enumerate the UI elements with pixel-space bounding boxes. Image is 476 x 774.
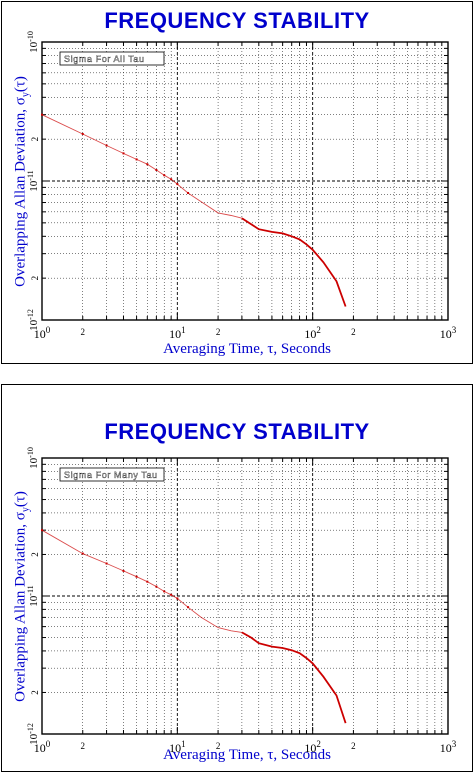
legend-box: [59, 51, 165, 66]
chart-panel-many-tau: FREQUENCY STABILITY 100 101 102 103 2 2 2 10-12…: [1, 384, 473, 772]
x-tick-label: 102: [304, 739, 321, 755]
y-axis-label: Overlapping Allan Deviation, σy(τ): [12, 491, 32, 702]
x-tick-label: 103: [440, 325, 457, 341]
legend: Sigma For All Tau: [59, 51, 165, 66]
legend-box: [59, 467, 165, 482]
data-point: [41, 529, 43, 532]
data-point: [146, 580, 149, 583]
y-axis-label: Overlapping Allan Deviation, σy(τ): [12, 76, 32, 287]
data-point: [135, 158, 138, 161]
data-point: [41, 113, 43, 116]
data-point: [135, 575, 138, 578]
plot-frame: [41, 41, 449, 321]
series-line: [41, 529, 242, 633]
x-tick-label: 101: [169, 739, 186, 755]
y-tick-label: 10-10: [26, 447, 40, 469]
data-point: [146, 163, 149, 166]
series-points: [41, 529, 190, 609]
y-tick-label: 10-11: [26, 170, 40, 191]
allan-deviation-plot: 100 101 102 103 2 2 2 10-12 10-11 10-10 2 2 Sigma Fo…: [26, 31, 457, 341]
data-point: [155, 168, 158, 171]
data-point: [122, 569, 125, 572]
y-minor-tick-label: 2: [30, 552, 40, 557]
x-tick-label: 101: [169, 325, 186, 341]
data-point: [105, 144, 108, 147]
y-minor-tick-label: 2: [30, 137, 40, 142]
legend: Sigma For Many Tau: [59, 467, 165, 482]
data-point: [81, 552, 84, 555]
chart-title: FREQUENCY STABILITY: [104, 8, 370, 33]
x-tick-label: 100: [34, 739, 51, 755]
legend-label: Sigma For All Tau: [64, 54, 145, 64]
data-point: [163, 590, 166, 593]
x-tick-label: 102: [304, 325, 321, 341]
x-minor-tick-label: 2: [351, 741, 356, 751]
series-line: [241, 631, 347, 724]
y-minor-tick-label: 2: [30, 276, 40, 281]
data-point: [105, 562, 108, 565]
x-minor-tick-label: 2: [80, 327, 85, 337]
data-point: [81, 132, 84, 135]
x-minor-tick-label: 2: [216, 327, 221, 337]
x-minor-tick-label: 2: [216, 741, 221, 751]
y-tick-label: 10-10: [26, 31, 40, 53]
x-axis-label: Averaging Time, τ, Seconds: [163, 341, 331, 357]
chart-panel-all-tau: FREQUENCY STABILITY 100 101 102 103 2 2 2 10-12…: [1, 1, 473, 364]
series-points: [41, 113, 190, 194]
y-tick-label: 10-11: [26, 585, 40, 606]
data-point: [170, 178, 173, 181]
chart-title: FREQUENCY STABILITY: [104, 419, 370, 444]
data-point: [170, 593, 173, 596]
x-tick-label: 103: [440, 739, 457, 755]
data-point: [163, 174, 166, 177]
x-minor-tick-label: 2: [80, 741, 85, 751]
series-line: [241, 217, 347, 307]
plot-frame: [41, 457, 449, 735]
data-point: [187, 191, 190, 194]
data-point: [155, 585, 158, 588]
x-minor-tick-label: 2: [351, 327, 356, 337]
data-point: [122, 152, 125, 155]
grid: [42, 458, 448, 734]
legend-label: Sigma For Many Tau: [64, 470, 158, 480]
grid: [42, 42, 448, 320]
y-tick-label: 10-12: [26, 723, 40, 745]
y-tick-label: 10-12: [26, 309, 40, 331]
x-axis-label: Averaging Time, τ, Seconds: [163, 747, 331, 763]
data-point: [176, 183, 179, 186]
y-minor-tick-label: 2: [30, 690, 40, 695]
data-point: [187, 606, 190, 609]
allan-deviation-plot: 100 101 102 103 2 2 2 10-12 10-11 10-10 2 2 Sigma Fo…: [26, 447, 457, 755]
data-point: [176, 597, 179, 600]
x-tick-label: 100: [34, 325, 51, 341]
